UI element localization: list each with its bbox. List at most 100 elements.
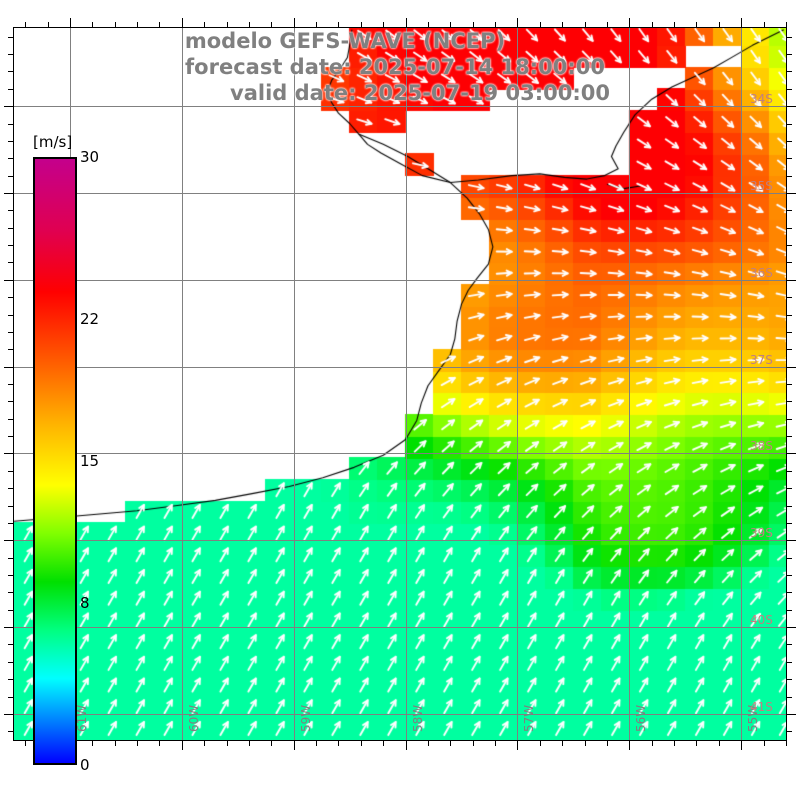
xtick-top xyxy=(540,22,541,27)
axis-frame-left xyxy=(13,27,14,741)
lat-label-35S: 35S xyxy=(750,178,773,193)
ytick-left xyxy=(8,332,13,333)
wind-vector-canvas xyxy=(14,28,786,740)
xtick-top xyxy=(607,22,608,27)
xtick-top xyxy=(786,22,787,27)
xtick-top xyxy=(629,18,630,27)
xtick-top xyxy=(585,22,586,27)
axis-frame-right xyxy=(786,27,787,741)
xtick-minor xyxy=(249,741,250,746)
ytick-left xyxy=(8,662,13,663)
gridline-lon-59W xyxy=(294,28,295,740)
lat-label-41S: 41S xyxy=(750,699,773,714)
ytick-left xyxy=(8,262,13,263)
xtick-top xyxy=(562,22,563,27)
xtick-minor xyxy=(294,741,295,750)
xtick-minor xyxy=(786,741,787,746)
ytick-right xyxy=(787,228,792,229)
ytick-right xyxy=(787,627,796,628)
ytick-left xyxy=(8,523,13,524)
ytick-right xyxy=(787,540,796,541)
xtick-top xyxy=(473,22,474,27)
ytick-left xyxy=(8,384,13,385)
ytick-left xyxy=(8,592,13,593)
ytick-left xyxy=(8,210,13,211)
ytick-right xyxy=(787,679,792,680)
ytick-left xyxy=(4,453,13,454)
ytick-right xyxy=(787,262,792,263)
ytick-right xyxy=(787,367,796,368)
ytick-left xyxy=(8,610,13,611)
ytick-right xyxy=(787,37,792,38)
xtick-top xyxy=(428,22,429,27)
ytick-right xyxy=(787,349,792,350)
xtick-minor xyxy=(450,741,451,746)
colorbar-tick-22: 22 xyxy=(80,310,100,329)
colorbar-tick-8: 8 xyxy=(80,593,90,612)
gridline-lat-38S xyxy=(14,453,786,454)
xtick-minor xyxy=(361,741,362,746)
lon-label-57W: 57W xyxy=(522,704,537,732)
ytick-left xyxy=(8,71,13,72)
ytick-left xyxy=(8,37,13,38)
ytick-right xyxy=(787,54,792,55)
xtick-minor xyxy=(719,741,720,746)
xtick-top xyxy=(517,18,518,27)
xtick-top xyxy=(249,22,250,27)
ytick-right xyxy=(787,662,792,663)
gridline-lat-35S xyxy=(14,193,786,194)
xtick-top xyxy=(115,22,116,27)
gridline-lat-34S xyxy=(14,106,786,107)
xtick-minor xyxy=(227,741,228,746)
xtick-top xyxy=(48,22,49,27)
xtick-top xyxy=(182,18,183,27)
ytick-right xyxy=(787,575,792,576)
lon-label-59W: 59W xyxy=(298,704,313,732)
map-plot-area[interactable] xyxy=(14,28,786,740)
ytick-left xyxy=(8,176,13,177)
xtick-minor xyxy=(182,741,183,750)
xtick-minor xyxy=(316,741,317,746)
ytick-right xyxy=(787,471,792,472)
colorbar-box xyxy=(33,157,77,765)
gridline-lon-58W xyxy=(406,28,407,740)
gridline-lon-60W xyxy=(182,28,183,740)
ytick-right xyxy=(787,419,792,420)
lon-label-58W: 58W xyxy=(410,704,425,732)
ytick-left xyxy=(4,540,13,541)
ytick-left xyxy=(4,193,13,194)
axis-frame-top xyxy=(14,27,787,28)
ytick-right xyxy=(787,315,792,316)
ytick-left xyxy=(8,558,13,559)
ytick-left xyxy=(4,106,13,107)
ytick-right xyxy=(787,141,792,142)
xtick-minor xyxy=(741,741,742,750)
lon-label-61W: 61W xyxy=(74,704,89,732)
xtick-top xyxy=(227,22,228,27)
colorbar-unit-label: [m/s] xyxy=(33,133,73,151)
xtick-top xyxy=(316,22,317,27)
colorbar-tick-15: 15 xyxy=(80,452,100,470)
xtick-minor xyxy=(696,741,697,746)
ytick-right xyxy=(787,124,792,125)
ytick-left xyxy=(8,575,13,576)
xtick-top xyxy=(696,22,697,27)
xtick-minor xyxy=(607,741,608,746)
xtick-minor xyxy=(674,741,675,746)
xtick-top xyxy=(361,22,362,27)
ytick-left xyxy=(8,124,13,125)
xtick-minor xyxy=(562,741,563,746)
lat-label-36S: 36S xyxy=(750,265,773,280)
gridline-lon-55W xyxy=(741,28,742,740)
ytick-left xyxy=(4,627,13,628)
gridline-lat-36S xyxy=(14,280,786,281)
colorbar[interactable] xyxy=(33,157,77,765)
ytick-left xyxy=(8,644,13,645)
xtick-minor xyxy=(585,741,586,746)
ytick-right xyxy=(787,731,792,732)
xtick-minor xyxy=(629,741,630,750)
ytick-left xyxy=(8,488,13,489)
ytick-right xyxy=(787,71,792,72)
xtick-minor xyxy=(517,741,518,750)
